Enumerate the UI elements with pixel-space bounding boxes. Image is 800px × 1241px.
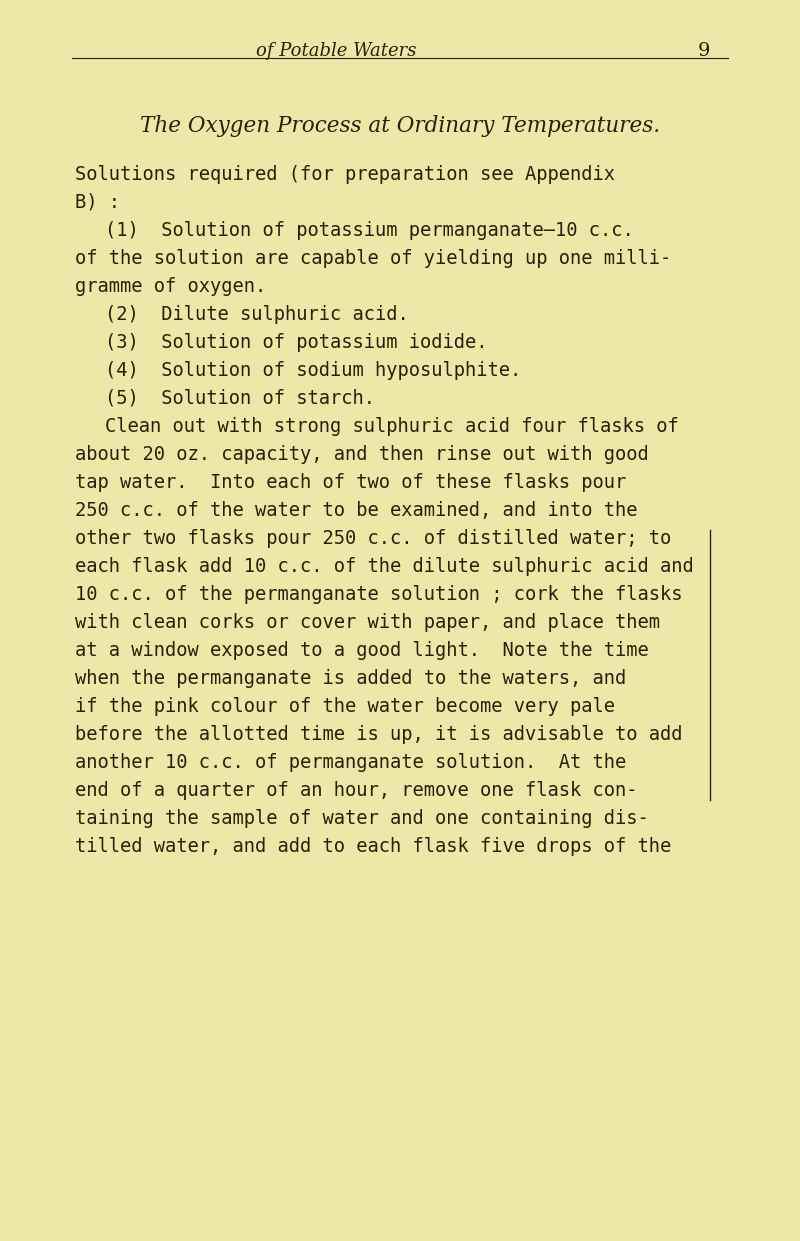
Text: taining the sample of water and one containing dis-: taining the sample of water and one cont…	[75, 809, 649, 828]
Text: 10 c.c. of the permanganate solution ; cork the flasks: 10 c.c. of the permanganate solution ; c…	[75, 585, 682, 604]
Text: with clean corks or cover with paper, and place them: with clean corks or cover with paper, an…	[75, 613, 660, 632]
Text: about 20 oz. capacity, and then rinse out with good: about 20 oz. capacity, and then rinse ou…	[75, 446, 649, 464]
Text: (5)  Solution of starch.: (5) Solution of starch.	[105, 388, 375, 408]
Text: other two flasks pour 250 c.c. of distilled water; to: other two flasks pour 250 c.c. of distil…	[75, 529, 671, 549]
Text: before the allotted time is up, it is advisable to add: before the allotted time is up, it is ad…	[75, 725, 682, 745]
Text: gramme of oxygen.: gramme of oxygen.	[75, 277, 266, 297]
Text: when the permanganate is added to the waters, and: when the permanganate is added to the wa…	[75, 669, 626, 688]
Text: end of a quarter of an hour, remove one flask con-: end of a quarter of an hour, remove one …	[75, 781, 638, 800]
Text: 9: 9	[698, 42, 710, 60]
Text: of the solution are capable of yielding up one milli-: of the solution are capable of yielding …	[75, 249, 671, 268]
Text: B) :: B) :	[75, 194, 120, 212]
Text: Clean out with strong sulphuric acid four flasks of: Clean out with strong sulphuric acid fou…	[105, 417, 678, 436]
Text: tap water.  Into each of two of these flasks pour: tap water. Into each of two of these fla…	[75, 473, 626, 491]
Text: each flask add 10 c.c. of the dilute sulphuric acid and: each flask add 10 c.c. of the dilute sul…	[75, 557, 694, 576]
Text: of Potable Waters: of Potable Waters	[256, 42, 416, 60]
Text: another 10 c.c. of permanganate solution.  At the: another 10 c.c. of permanganate solution…	[75, 753, 626, 772]
Text: (2)  Dilute sulphuric acid.: (2) Dilute sulphuric acid.	[105, 305, 409, 324]
Text: 250 c.c. of the water to be examined, and into the: 250 c.c. of the water to be examined, an…	[75, 501, 638, 520]
Text: at a window exposed to a good light.  Note the time: at a window exposed to a good light. Not…	[75, 642, 649, 660]
Text: (4)  Solution of sodium hyposulphite.: (4) Solution of sodium hyposulphite.	[105, 361, 522, 380]
Text: (3)  Solution of potassium iodide.: (3) Solution of potassium iodide.	[105, 333, 487, 352]
Text: tilled water, and add to each flask five drops of the: tilled water, and add to each flask five…	[75, 836, 671, 856]
Text: The Oxygen Process at Ordinary Temperatures.: The Oxygen Process at Ordinary Temperatu…	[140, 115, 660, 137]
Text: (1)  Solution of potassium permanganate—10 c.c.: (1) Solution of potassium permanganate—1…	[105, 221, 634, 240]
Text: if the pink colour of the water become very pale: if the pink colour of the water become v…	[75, 697, 615, 716]
Text: Solutions required (for preparation see Appendix: Solutions required (for preparation see …	[75, 165, 615, 184]
